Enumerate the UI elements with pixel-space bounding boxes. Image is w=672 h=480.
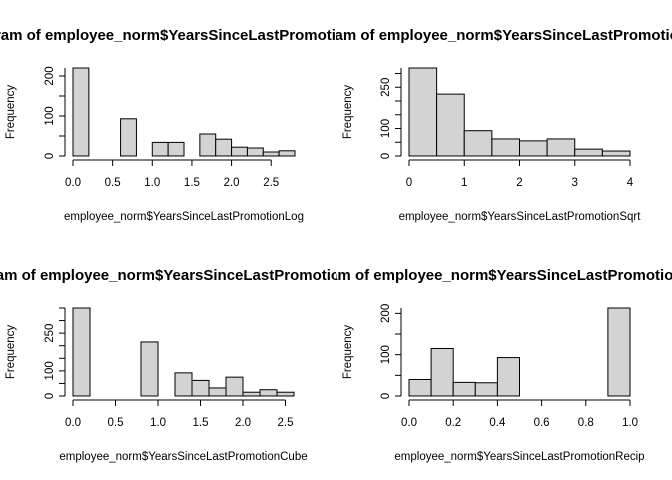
- x-axis-label: employee_norm$YearsSinceLastPromotionSqr…: [399, 211, 642, 223]
- x-tick-label: 0.6: [534, 417, 550, 429]
- y-tick-label: 0: [44, 393, 56, 399]
- x-tick-label: 4: [627, 177, 634, 189]
- y-tick-label: 0: [380, 393, 392, 399]
- histogram-bar: [474, 382, 498, 397]
- x-tick-label: 1.5: [184, 177, 200, 189]
- histogram-bar: [519, 140, 548, 157]
- y-tick-label: 250: [380, 78, 392, 97]
- histogram-panel-2: Histogram of employee_norm$YearsSinceLas…: [282, 27, 672, 223]
- x-tick-label: 0.5: [105, 177, 121, 189]
- histogram-bar: [496, 357, 520, 397]
- x-tick-label: 0.2: [445, 417, 461, 429]
- histogram-bar: [215, 138, 233, 157]
- histogram-bar: [408, 378, 432, 397]
- histogram-bar: [436, 93, 465, 157]
- histogram-bar: [276, 391, 295, 397]
- histogram-bar: [408, 67, 438, 157]
- histogram-bar: [601, 150, 631, 157]
- x-tick-label: 2.5: [278, 417, 294, 429]
- histogram-bar: [246, 147, 264, 157]
- chart-title: Histogram of employee_norm$YearsSinceLas…: [282, 27, 672, 44]
- x-tick-label: 1.0: [150, 417, 166, 429]
- y-tick-label: 200: [44, 66, 56, 85]
- histogram-bar: [191, 379, 210, 397]
- histogram-bar: [278, 150, 296, 157]
- histogram-panel-3: Histogram of employee_norm$YearsSinceLas…: [0, 267, 387, 463]
- histogram-bar: [546, 138, 576, 157]
- y-axis-label: Frequency: [342, 85, 354, 140]
- x-tick-label: 3: [572, 177, 578, 189]
- histogram-panel-1: Histogram of employee_norm$YearsSinceLas…: [0, 27, 382, 223]
- histogram-bar: [225, 376, 244, 397]
- histogram-bar: [140, 341, 159, 397]
- y-tick-label: 100: [44, 106, 56, 125]
- x-tick-label: 0.0: [65, 417, 81, 429]
- x-tick-label: 2: [516, 177, 522, 189]
- histogram-panel-4: Histogram of employee_norm$YearsSinceLas…: [277, 267, 672, 463]
- x-tick-label: 0.5: [108, 417, 124, 429]
- x-tick-label: 1: [461, 177, 467, 189]
- y-axis-label: Frequency: [342, 325, 354, 380]
- x-axis-label: employee_norm$YearsSinceLastPromotionRec…: [394, 451, 644, 463]
- histogram-bar: [607, 307, 631, 397]
- y-tick-label: 100: [44, 361, 56, 380]
- histogram-bar: [262, 151, 280, 157]
- histogram-bar: [120, 118, 137, 157]
- y-tick-label: 250: [44, 324, 56, 343]
- histogram-bar: [72, 307, 91, 397]
- x-tick-label: 2.5: [263, 177, 279, 189]
- y-tick-label: 200: [380, 304, 392, 323]
- histogram-bar: [167, 141, 185, 157]
- x-tick-label: 0: [406, 177, 412, 189]
- x-tick-label: 1.0: [622, 417, 638, 429]
- x-tick-label: 0.8: [578, 417, 594, 429]
- x-tick-label: 0.0: [401, 417, 417, 429]
- x-tick-label: 2.0: [224, 177, 240, 189]
- histogram-bar: [491, 138, 520, 157]
- y-tick-label: 0: [44, 153, 56, 159]
- x-tick-label: 1.0: [144, 177, 160, 189]
- histogram-bar: [151, 141, 169, 157]
- histogram-bar: [199, 133, 217, 157]
- histogram-bar: [242, 391, 261, 397]
- histogram-bar: [452, 381, 476, 397]
- x-axis-label: employee_norm$YearsSinceLastPromotionCub…: [59, 451, 307, 463]
- y-tick-label: 0: [380, 153, 392, 159]
- histogram-bar: [574, 148, 603, 157]
- y-axis-label: Frequency: [5, 85, 17, 140]
- histogram-bar: [463, 130, 493, 157]
- y-axis-label: Frequency: [5, 325, 17, 380]
- x-tick-label: 0.0: [65, 177, 81, 189]
- chart-title: Histogram of employee_norm$YearsSinceLas…: [0, 27, 382, 44]
- histogram-bar: [430, 347, 454, 397]
- histogram-bar: [72, 67, 90, 157]
- chart-title: Histogram of employee_norm$YearsSinceLas…: [277, 267, 672, 284]
- x-tick-label: 0.4: [489, 417, 506, 429]
- histogram-bar: [174, 372, 193, 397]
- histogram-bar: [259, 389, 278, 397]
- histogram-bar: [231, 146, 248, 157]
- chart-title: Histogram of employee_norm$YearsSinceLas…: [0, 267, 387, 284]
- histogram-bar: [208, 387, 227, 397]
- x-tick-label: 2.0: [235, 417, 251, 429]
- y-tick-label: 100: [380, 345, 392, 364]
- x-tick-label: 1.5: [193, 417, 209, 429]
- y-tick-label: 100: [380, 119, 392, 138]
- x-axis-label: employee_norm$YearsSinceLastPromotionLog: [64, 211, 304, 223]
